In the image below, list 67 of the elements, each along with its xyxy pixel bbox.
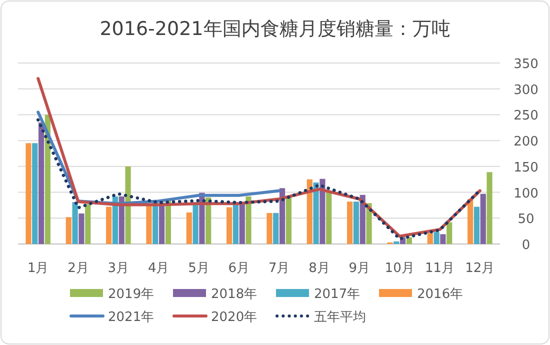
bar (360, 194, 366, 244)
x-tick-label: 9月 (348, 261, 370, 276)
y-tick-label: 300 (514, 82, 538, 98)
bar (146, 204, 152, 244)
legend-label: 2016年 (417, 287, 464, 302)
x-tick-label: 6月 (228, 261, 250, 276)
bar (326, 192, 332, 244)
bar (353, 202, 360, 244)
bar (474, 206, 480, 244)
bar (279, 188, 286, 244)
x-tick-label: 1月 (27, 261, 49, 276)
bar (66, 217, 72, 244)
bar (246, 196, 252, 244)
x-tick-label: 8月 (308, 261, 330, 276)
legend-label: 五年平均 (314, 310, 366, 325)
bar (38, 122, 44, 244)
x-tick-label: 5月 (188, 261, 210, 276)
bar (347, 202, 353, 244)
legend-label: 2018年 (211, 287, 258, 302)
bar (232, 202, 239, 244)
chart-title: 2016-2021年国内食糖月度销糖量：万吨 (100, 18, 450, 40)
bar (273, 212, 279, 244)
bar (186, 212, 192, 244)
bar (106, 206, 112, 244)
x-tick-label: 11月 (424, 261, 455, 276)
x-tick-label: 3月 (108, 261, 130, 276)
y-tick-label: 200 (514, 134, 538, 150)
legend-label: 2021年 (108, 310, 154, 325)
bar (78, 213, 84, 244)
bar (158, 202, 165, 244)
x-tick-label: 2月 (68, 261, 89, 276)
x-tick-label: 4月 (148, 261, 170, 276)
y-tick-label: 250 (514, 108, 538, 124)
y-tick-label: 100 (514, 186, 538, 202)
bar (85, 204, 91, 244)
bar (427, 233, 433, 244)
y-tick-label: 50 (518, 212, 534, 228)
bar (226, 207, 232, 244)
bar (446, 222, 452, 244)
legend-label: 2019年 (108, 287, 154, 302)
bar (394, 241, 400, 244)
bar (152, 202, 158, 244)
bar (125, 166, 131, 244)
bar (486, 172, 492, 244)
x-tick-label: 7月 (268, 261, 290, 276)
y-tick-label: 150 (514, 160, 538, 176)
bar (192, 202, 198, 244)
bar (266, 212, 272, 244)
bar (440, 234, 446, 244)
bar (434, 232, 440, 244)
legend-label: 2017年 (314, 287, 360, 302)
bar (313, 182, 319, 244)
bar (320, 178, 326, 244)
x-tick-label: 12月 (465, 261, 495, 276)
x-tick-label: 10月 (384, 261, 414, 276)
bar (239, 202, 245, 244)
bar (286, 196, 292, 244)
legend-label: 2020年 (211, 310, 258, 325)
bar (26, 143, 32, 244)
bar (468, 199, 474, 244)
y-tick-label: 0 (522, 238, 530, 253)
y-tick-label: 350 (514, 57, 538, 72)
bar (306, 179, 312, 244)
bar (118, 196, 124, 244)
bar (72, 202, 78, 244)
bar (32, 143, 38, 244)
bar (480, 194, 486, 244)
